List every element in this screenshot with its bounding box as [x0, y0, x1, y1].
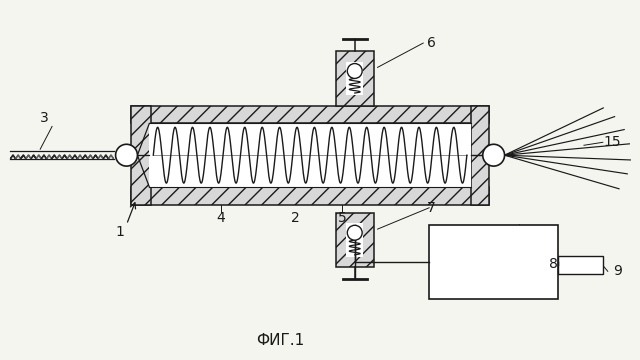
Text: 4: 4	[216, 211, 225, 225]
Polygon shape	[83, 155, 88, 159]
Polygon shape	[42, 155, 47, 159]
Polygon shape	[10, 155, 15, 159]
Polygon shape	[67, 155, 72, 159]
Text: 3: 3	[40, 112, 49, 126]
Circle shape	[483, 144, 504, 166]
Bar	[471, 105, 489, 205]
Circle shape	[348, 225, 362, 240]
Text: 2: 2	[291, 211, 300, 225]
Polygon shape	[52, 155, 57, 159]
Bar	[131, 105, 489, 123]
Bar	[558, 256, 603, 274]
Text: 9: 9	[613, 264, 622, 278]
Circle shape	[116, 144, 138, 166]
Polygon shape	[98, 155, 103, 159]
Polygon shape	[20, 155, 26, 159]
Bar	[429, 225, 558, 299]
Text: 8: 8	[548, 257, 557, 271]
Polygon shape	[62, 155, 67, 159]
Polygon shape	[47, 155, 52, 159]
Polygon shape	[26, 155, 31, 159]
Bar	[346, 62, 363, 95]
Polygon shape	[77, 155, 83, 159]
Polygon shape	[57, 155, 62, 159]
Polygon shape	[93, 155, 98, 159]
Text: 5: 5	[337, 211, 346, 225]
Text: 1: 1	[115, 225, 124, 239]
Text: 6: 6	[427, 36, 436, 50]
Polygon shape	[15, 155, 20, 159]
Polygon shape	[103, 155, 108, 159]
Text: 7: 7	[427, 201, 435, 215]
Polygon shape	[72, 155, 77, 159]
Bar	[131, 105, 151, 205]
Bar	[346, 223, 363, 257]
Polygon shape	[108, 155, 114, 159]
Bar	[131, 187, 489, 205]
Polygon shape	[36, 155, 42, 159]
Polygon shape	[31, 155, 36, 159]
Polygon shape	[88, 155, 93, 159]
Bar	[149, 123, 471, 187]
Circle shape	[348, 64, 362, 78]
Bar	[336, 213, 374, 267]
Text: ФИГ.1: ФИГ.1	[256, 333, 305, 348]
Text: 15: 15	[604, 135, 621, 149]
Bar	[336, 51, 374, 105]
